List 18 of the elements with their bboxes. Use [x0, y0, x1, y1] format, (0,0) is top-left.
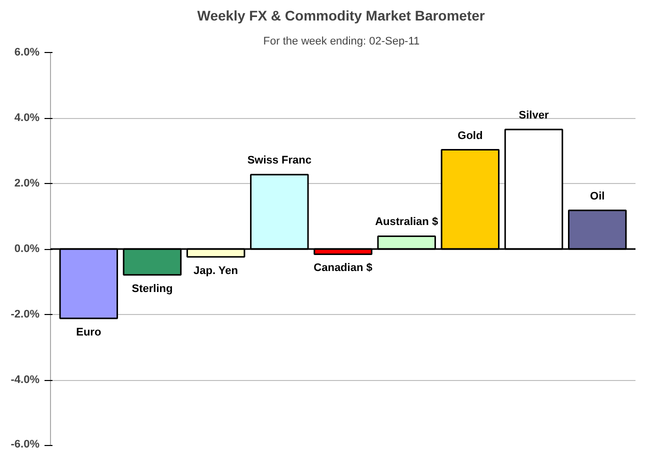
x-tick-label: Silver	[518, 109, 550, 122]
x-tick-label: Australian $	[375, 216, 438, 228]
x-tick-label: Oil	[590, 190, 605, 202]
y-tick-label: 2.0%	[14, 178, 40, 190]
x-tick-label: Gold	[458, 130, 483, 142]
y-tick-label: 0.0%	[14, 243, 40, 255]
y-tick-label: -6.0%	[10, 438, 40, 450]
y-tick-label: -4.0%	[10, 374, 40, 386]
chart-title: Weekly FX & Commodity Market Barometer	[197, 8, 486, 24]
x-tick-label: Jap. Yen	[194, 264, 238, 277]
y-tick-label: 4.0%	[14, 112, 40, 124]
y-tick-label: -2.0%	[10, 308, 40, 320]
x-tick-label: Euro	[76, 326, 102, 338]
y-tick-label: 6.0%	[14, 46, 40, 58]
x-tick-label: Sterling	[132, 282, 173, 295]
x-tick-label: Canadian $	[314, 262, 372, 274]
x-tick-label: Swiss Franc	[247, 154, 312, 167]
chart-subtitle: For the week ending: 02-Sep-11	[263, 36, 420, 48]
